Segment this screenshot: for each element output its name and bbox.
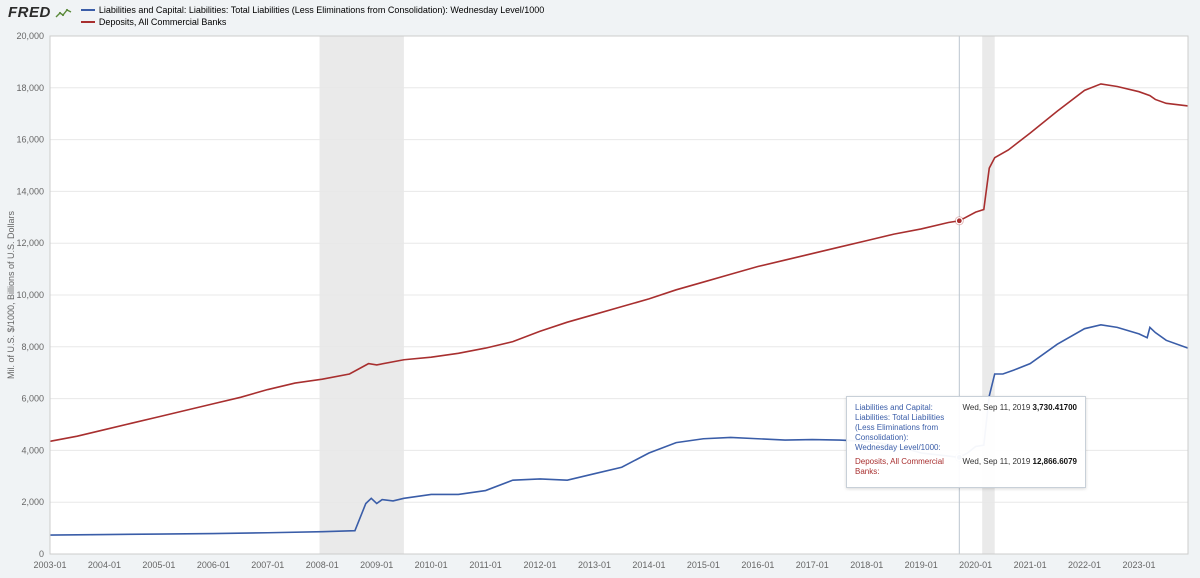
chart-container: FRED Liabilities and Capital: Liabilitie… [0, 0, 1200, 578]
svg-text:2008-01: 2008-01 [306, 560, 339, 570]
svg-text:2015-01: 2015-01 [687, 560, 720, 570]
svg-text:2019-01: 2019-01 [905, 560, 938, 570]
chart-plot[interactable]: 0 2,000 4,000 6,000 8,000 10,000 12,000 14,000 1… [0, 22, 1200, 578]
svg-text:2020-01: 2020-01 [959, 560, 992, 570]
chart-icon [55, 7, 73, 19]
svg-text:2016-01: 2016-01 [741, 560, 774, 570]
svg-text:2013-01: 2013-01 [578, 560, 611, 570]
svg-text:18,000: 18,000 [16, 83, 44, 93]
legend-item-1[interactable]: Liabilities and Capital: Liabilities: To… [81, 4, 544, 16]
logo-text: FRED [8, 4, 51, 21]
svg-text:2012-01: 2012-01 [524, 560, 557, 570]
svg-text:0: 0 [39, 549, 44, 559]
svg-text:2022-01: 2022-01 [1068, 560, 1101, 570]
svg-text:10,000: 10,000 [16, 290, 44, 300]
svg-text:2018-01: 2018-01 [850, 560, 883, 570]
svg-text:16,000: 16,000 [16, 135, 44, 145]
svg-text:4,000: 4,000 [21, 445, 44, 455]
svg-text:8,000: 8,000 [21, 342, 44, 352]
svg-text:2003-01: 2003-01 [33, 560, 66, 570]
svg-text:2005-01: 2005-01 [142, 560, 175, 570]
svg-text:2009-01: 2009-01 [360, 560, 393, 570]
svg-text:12,000: 12,000 [16, 238, 44, 248]
chart-svg[interactable]: 0 2,000 4,000 6,000 8,000 10,000 12,000 14,000 1… [0, 22, 1200, 578]
legend-swatch-1 [81, 9, 95, 11]
svg-text:14,000: 14,000 [16, 186, 44, 196]
svg-text:2010-01: 2010-01 [415, 560, 448, 570]
svg-text:6,000: 6,000 [21, 394, 44, 404]
svg-text:2021-01: 2021-01 [1014, 560, 1047, 570]
svg-text:2006-01: 2006-01 [197, 560, 230, 570]
logo: FRED [8, 4, 73, 21]
svg-text:2017-01: 2017-01 [796, 560, 829, 570]
legend-label-1: Liabilities and Capital: Liabilities: To… [99, 4, 544, 16]
svg-text:2,000: 2,000 [21, 497, 44, 507]
svg-text:20,000: 20,000 [16, 31, 44, 41]
svg-text:2023-01: 2023-01 [1122, 560, 1155, 570]
svg-text:Mil. of U.S. $/1000, Billions: Mil. of U.S. $/1000, Billions of U.S. Do… [6, 210, 16, 379]
svg-text:2014-01: 2014-01 [632, 560, 665, 570]
svg-text:2004-01: 2004-01 [88, 560, 121, 570]
svg-text:2011-01: 2011-01 [469, 560, 501, 570]
tooltip: Liabilities and Capital: Liabilities: To… [846, 396, 1086, 488]
svg-text:2007-01: 2007-01 [251, 560, 284, 570]
